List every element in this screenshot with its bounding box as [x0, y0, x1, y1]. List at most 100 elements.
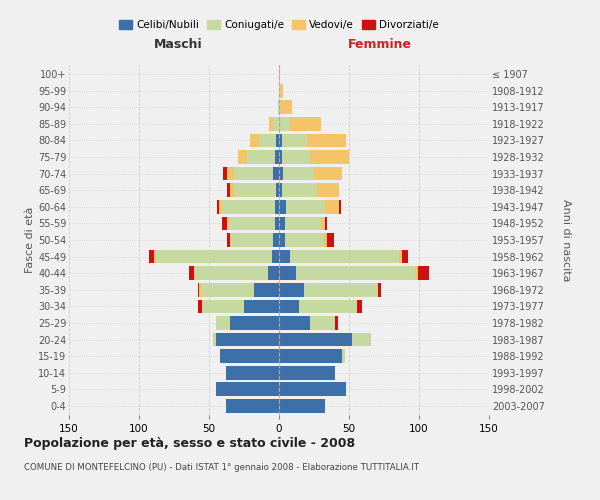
Bar [279, 68, 280, 81]
Y-axis label: Fasce di età: Fasce di età [25, 207, 35, 273]
Bar [321, 216, 325, 230]
Bar [221, 200, 275, 213]
Y-axis label: Anni di nascita: Anni di nascita [562, 198, 571, 281]
Bar [254, 283, 279, 296]
Bar [279, 184, 282, 197]
Bar [400, 250, 402, 264]
Bar [230, 233, 232, 247]
Bar [216, 332, 279, 346]
Bar [279, 200, 286, 213]
Bar [274, 233, 279, 247]
Bar [279, 300, 299, 313]
Bar [279, 382, 346, 396]
Bar [280, 84, 283, 98]
Bar [342, 350, 345, 363]
Bar [279, 216, 284, 230]
Bar [230, 316, 279, 330]
Bar [279, 233, 284, 247]
Bar [244, 300, 279, 313]
Bar [221, 216, 227, 230]
Text: Maschi: Maschi [154, 38, 203, 51]
Bar [415, 266, 418, 280]
Bar [325, 200, 339, 213]
Bar [234, 184, 276, 197]
Bar [279, 266, 296, 280]
Bar [200, 283, 254, 296]
Bar [259, 134, 276, 147]
Bar [227, 216, 229, 230]
Bar [284, 216, 321, 230]
Bar [154, 250, 156, 264]
Bar [199, 283, 200, 296]
Bar [283, 167, 314, 180]
Bar [379, 283, 381, 296]
Bar [220, 350, 279, 363]
Bar [358, 300, 362, 313]
Bar [276, 134, 279, 147]
Bar [229, 216, 275, 230]
Bar [226, 366, 279, 380]
Bar [198, 300, 202, 313]
Bar [272, 250, 279, 264]
Bar [279, 316, 310, 330]
Bar [279, 250, 290, 264]
Bar [230, 184, 234, 197]
Bar [290, 250, 400, 264]
Bar [247, 150, 275, 164]
Bar [269, 117, 274, 130]
Bar [227, 233, 230, 247]
Bar [418, 266, 429, 280]
Bar [310, 316, 335, 330]
Bar [202, 300, 244, 313]
Bar [279, 350, 342, 363]
Text: Popolazione per età, sesso e stato civile - 2008: Popolazione per età, sesso e stato civil… [24, 438, 355, 450]
Bar [279, 366, 335, 380]
Bar [307, 134, 346, 147]
Bar [274, 117, 279, 130]
Bar [335, 316, 338, 330]
Bar [268, 266, 279, 280]
Bar [279, 332, 352, 346]
Legend: Celibi/Nubili, Coniugati/e, Vedovi/e, Divorziati/e: Celibi/Nubili, Coniugati/e, Vedovi/e, Di… [115, 16, 443, 34]
Bar [314, 167, 342, 180]
Bar [279, 117, 290, 130]
Bar [304, 283, 377, 296]
Bar [226, 399, 279, 412]
Bar [282, 134, 307, 147]
Bar [279, 283, 304, 296]
Bar [190, 266, 194, 280]
Bar [282, 150, 310, 164]
Bar [217, 200, 219, 213]
Bar [275, 150, 279, 164]
Bar [296, 266, 415, 280]
Bar [213, 332, 216, 346]
Bar [198, 283, 199, 296]
Bar [216, 382, 279, 396]
Bar [290, 117, 321, 130]
Bar [310, 150, 349, 164]
Bar [274, 167, 279, 180]
Bar [278, 100, 279, 114]
Bar [219, 200, 221, 213]
Bar [284, 233, 324, 247]
Bar [194, 266, 195, 280]
Bar [279, 84, 280, 98]
Text: COMUNE DI MONTEFELCINO (PU) - Dati ISTAT 1° gennaio 2008 - Elaborazione TUTTITAL: COMUNE DI MONTEFELCINO (PU) - Dati ISTAT… [24, 462, 419, 471]
Bar [216, 316, 230, 330]
Bar [223, 167, 227, 180]
Bar [402, 250, 408, 264]
Bar [276, 184, 279, 197]
Bar [195, 266, 268, 280]
Bar [282, 184, 317, 197]
Bar [227, 167, 234, 180]
Bar [275, 216, 279, 230]
Bar [275, 200, 279, 213]
Bar [250, 134, 259, 147]
Bar [227, 184, 230, 197]
Bar [279, 399, 325, 412]
Bar [149, 250, 154, 264]
Bar [156, 250, 272, 264]
Bar [325, 216, 326, 230]
Bar [232, 233, 274, 247]
Bar [324, 233, 326, 247]
